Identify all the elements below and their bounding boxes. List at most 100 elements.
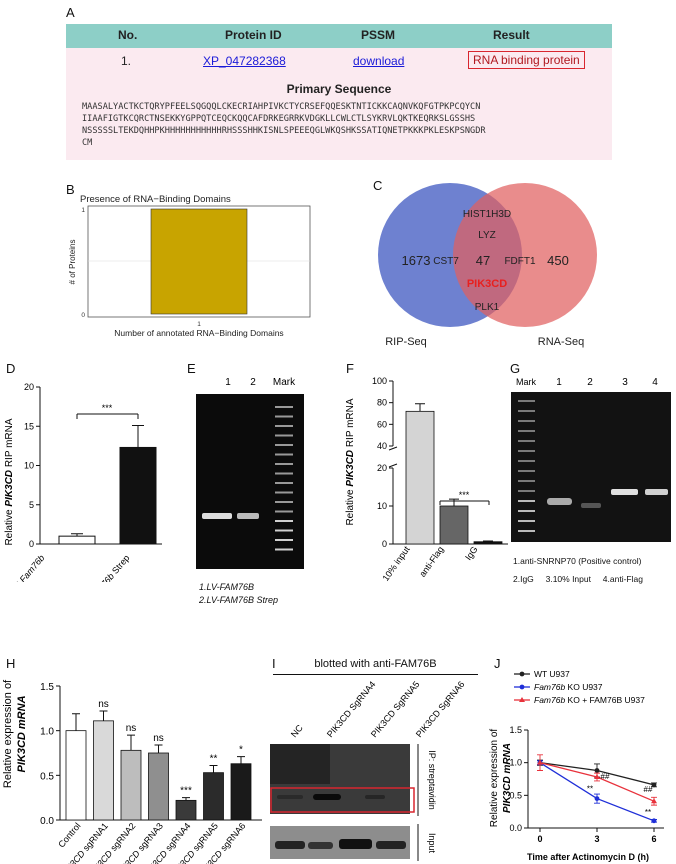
j-point <box>651 798 657 804</box>
d-xtick: LV-Fam76b <box>9 553 46 582</box>
j-point <box>594 796 600 801</box>
g-ladder-band <box>518 440 535 442</box>
i-lane-label: PIK3CD SgRNA5 <box>369 679 422 739</box>
venn-rip-only-count: 1673 <box>402 253 431 268</box>
f-error-bar <box>449 498 459 506</box>
j-legend: WT U937 Fam76b KO U937 Fam76b KO + FAM76B … <box>514 669 645 705</box>
e-ladder-band <box>275 529 293 532</box>
h-ytick-label: 0.0 <box>40 816 54 827</box>
e-lane-label: Mark <box>273 377 296 388</box>
h-sig-label: ns <box>126 723 137 734</box>
i-title-underline <box>273 674 478 675</box>
e-band <box>237 513 259 519</box>
b-ytick-0: 0 <box>81 312 85 319</box>
g-ladder-band <box>518 480 535 482</box>
e-ladder <box>275 406 293 551</box>
i-side-label-input: Input <box>427 833 437 854</box>
e-ladder-band <box>275 491 293 494</box>
j-legend-marker <box>519 684 525 690</box>
h-sig-label: ns <box>153 733 164 744</box>
h-error-bar <box>182 797 190 801</box>
panel-i-blot-panel: blotted with anti-FAM76B NC PIK3CD SgRNA… <box>265 658 495 864</box>
i-band <box>277 795 303 799</box>
j-legend-label: Fam76b KO U937 <box>534 682 603 692</box>
g-ladder-band <box>518 420 535 422</box>
j-sig-label: ## <box>644 785 653 794</box>
g-band <box>547 498 572 505</box>
e-ladder-band <box>275 539 293 541</box>
venn-rna-seq-circle <box>453 183 597 327</box>
f-bar <box>473 541 503 545</box>
header-pssm: PSSM <box>361 28 396 42</box>
g-gel-image <box>511 392 671 542</box>
g-lane-label: Mark <box>516 377 536 387</box>
i-band <box>313 794 341 800</box>
venn-intersection-count: 47 <box>476 253 490 268</box>
j-axes: 0.0 0.5 1.0 1.5 0 3 6 <box>509 725 664 844</box>
panel-i-blot: NC PIK3CD SgRNA4 PIK3CD SgRNA5 PIK3CD Sg… <box>270 679 467 861</box>
h-error-bar <box>209 765 218 773</box>
b-xtick: 1 <box>197 321 201 328</box>
venn-gene: PLK1 <box>475 302 500 313</box>
h-ylabel-line2: PIK3CD mRNA <box>16 695 28 772</box>
j-point <box>594 768 600 773</box>
e-ladder-band <box>275 434 293 437</box>
panel-e-gel-panel: 1 2 Mark 1.LV-FAM76B 2.LV-FAM76B Strep <box>196 372 336 662</box>
header-no: No. <box>118 28 138 42</box>
e-legend-1: 1.LV-FAM76B <box>199 582 255 592</box>
panel-label-j: J <box>494 656 501 671</box>
d-bar <box>119 446 157 545</box>
panel-g-gel-panel: Mark 1 2 3 4 1.anti-SNRNP70 (Positive co… <box>505 372 676 662</box>
j-point <box>537 759 543 765</box>
h-bar <box>175 799 197 821</box>
sequence-line: MAASALYACTKCTQRYPFEELSQGQQLCKECRIAHPIVKC… <box>82 102 481 112</box>
protein-id-link[interactable]: XP_047282368 <box>203 54 286 68</box>
panel-j-chart: 0.0 0.5 1.0 1.5 0 3 6 ** ## ## ** WT U937 Fam76b K… <box>489 669 664 862</box>
h-bar <box>230 763 252 821</box>
f-bar <box>439 505 469 545</box>
i-input-band <box>308 842 333 849</box>
d-bar <box>58 535 96 545</box>
h-error-bar <box>99 710 108 721</box>
b-ytick-1: 1 <box>81 207 85 214</box>
row-number: 1. <box>121 54 132 68</box>
f-ytick-label: 10 <box>377 501 387 511</box>
j-ytick-label: 0.0 <box>509 823 522 833</box>
h-sig-label: ** <box>210 754 218 765</box>
g-band <box>645 489 668 495</box>
protein-table-header: No. Protein ID PSSM Result <box>66 24 612 48</box>
panel-label-d: D <box>6 361 16 376</box>
panel-label-c: C <box>373 178 383 193</box>
panel-d-chart: 0 5 10 15 20 *** LV-Fam76b LV-Fam76b Strep R… <box>4 382 162 582</box>
j-xtick-label: 3 <box>594 834 599 844</box>
header-result: Result <box>493 28 530 42</box>
h-bar <box>203 772 224 821</box>
e-band <box>202 513 232 519</box>
j-ylabel-line1: Relative expression of <box>489 729 500 828</box>
g-ladder-band <box>518 460 535 462</box>
d-ytick-label: 15 <box>24 421 34 431</box>
venn-highlight-gene: PIK3CD <box>467 278 507 290</box>
d-ylabel: Relative PIK3CD RIP mRNA <box>4 418 15 545</box>
pssm-download-link[interactable]: download <box>353 54 405 68</box>
venn-rna-only-count: 450 <box>547 253 569 268</box>
j-sig-label: ## <box>601 772 610 781</box>
f-ytick-label: 80 <box>377 398 387 408</box>
b-xlabel: Number of annotated RNA−Binding Domains <box>114 328 283 338</box>
h-xtick-label: Control <box>56 821 82 850</box>
d-ytick-label: 10 <box>24 461 34 471</box>
j-ytick-label: 0.5 <box>509 790 522 800</box>
j-series: ** ## ## ** <box>537 754 657 824</box>
j-sig-label: ** <box>645 808 651 817</box>
j-legend-label: Fam76b KO + FAM76B U937 <box>534 695 645 705</box>
e-ladder-band <box>275 548 293 551</box>
panel-label-f: F <box>346 361 354 376</box>
g-ladder-band <box>518 430 535 432</box>
h-bar <box>120 749 142 821</box>
panel-b-chart: Presence of RNA−Binding Domains 1 0 1 Nu… <box>68 194 311 338</box>
d-ytick-label: 20 <box>24 382 34 392</box>
venn-rna-seq-label: RNA-Seq <box>538 336 584 348</box>
f-ylabel: Relative PIK3CD RIP mRNA <box>345 398 356 525</box>
primary-sequence: MAASALYACTKCTQRYPFEELSQGQQLCKECRIAHPIVKC… <box>82 101 607 149</box>
g-legend-1: 1.anti-SNRNP70 (Positive control) <box>513 556 642 566</box>
